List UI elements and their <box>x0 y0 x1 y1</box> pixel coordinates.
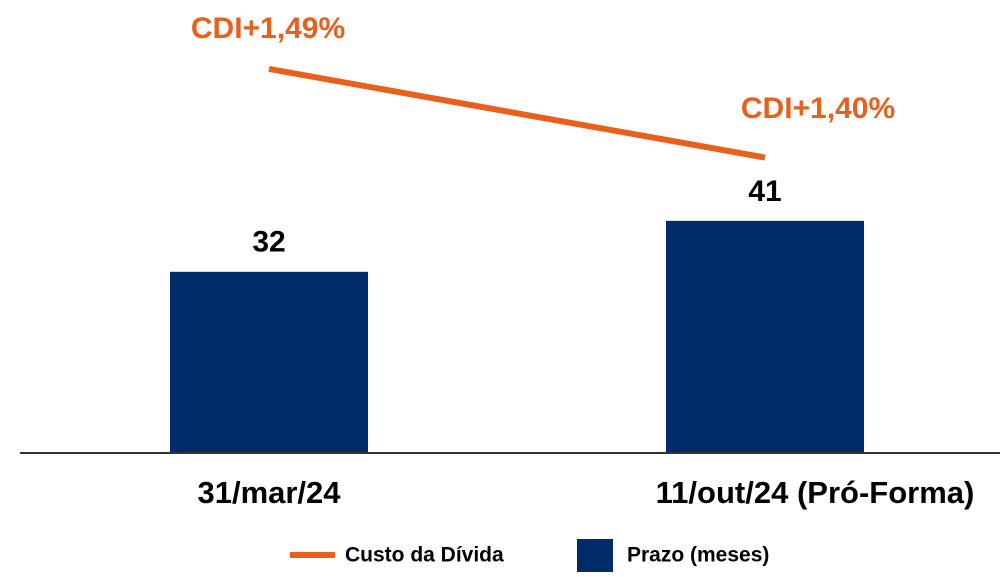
x-tick-label: 11/out/24 (Pró-Forma) <box>656 475 975 510</box>
legend-label: Prazo (meses) <box>627 544 769 567</box>
bar <box>666 220 864 453</box>
data-label: CDI+1,40% <box>741 92 895 125</box>
x-tick-label: 31/mar/24 <box>197 475 341 510</box>
line <box>268 65 766 161</box>
data-label: CDI+1,49% <box>191 12 345 45</box>
bar <box>170 271 368 453</box>
data-label: 32 <box>252 226 285 259</box>
legend-swatch <box>577 539 613 572</box>
legend-label: Custo da Dívida <box>345 544 504 567</box>
data-label: 41 <box>748 175 781 208</box>
